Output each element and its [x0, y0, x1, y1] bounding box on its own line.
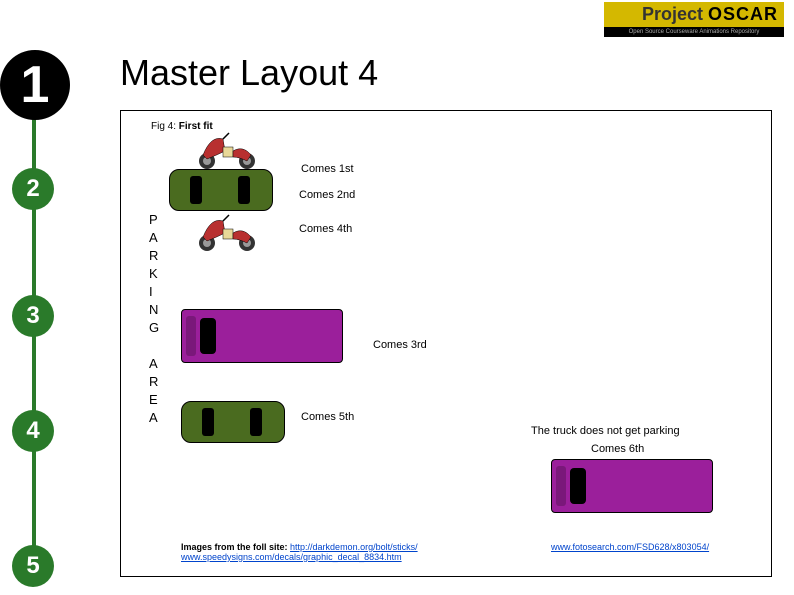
- truck-1: [181, 309, 343, 363]
- truck-note: The truck does not get parking: [531, 425, 680, 437]
- source-link-2[interactable]: www.speedysigns.com/decals/graphic_decal…: [181, 552, 402, 562]
- sources-prefix: Images from the foll site:: [181, 542, 290, 552]
- scooter-1: [193, 125, 263, 171]
- logo-top: Project OSCAR: [604, 2, 784, 27]
- logo-oscar-text: OSCAR: [708, 4, 778, 24]
- nav-label-4: 4: [26, 417, 39, 445]
- truck-2: [551, 459, 713, 513]
- parking-area-text: P A R K I N G A R E A: [149, 211, 159, 427]
- nav-label-3: 3: [26, 302, 39, 330]
- label-comes-2: Comes 2nd: [299, 189, 355, 201]
- scooter-2: [193, 207, 263, 253]
- nav-label-1: 1: [21, 55, 50, 115]
- source-link-1[interactable]: http://darkdemon.org/bolt/sticks/: [290, 542, 418, 552]
- label-comes-6: Comes 6th: [591, 443, 644, 455]
- figure-box: Fig 4: First fit P A R K I N G A R E A: [120, 110, 772, 577]
- logo-subtitle: Open Source Courseware Animations Reposi…: [604, 27, 784, 37]
- nav-item-2[interactable]: 2: [12, 168, 54, 210]
- nav-item-3[interactable]: 3: [12, 295, 54, 337]
- sources-block: Images from the foll site: http://darkde…: [181, 542, 741, 562]
- scooter-icon: [193, 125, 263, 171]
- car-1: [169, 169, 273, 211]
- nav-label-5: 5: [26, 552, 39, 580]
- fig-prefix: Fig 4:: [151, 121, 179, 132]
- nav-label-2: 2: [26, 175, 39, 203]
- source-link-3[interactable]: www.fotosearch.com/FSD628/x803054/: [551, 542, 709, 552]
- scooter-icon: [193, 207, 263, 253]
- nav-item-4[interactable]: 4: [12, 410, 54, 452]
- nav-item-5[interactable]: 5: [12, 545, 54, 587]
- nav-item-1[interactable]: 1: [0, 50, 70, 120]
- label-comes-1: Comes 1st: [301, 163, 354, 175]
- page-title: Master Layout 4: [120, 52, 378, 94]
- label-comes-3: Comes 3rd: [373, 339, 427, 351]
- car-2: [181, 401, 285, 443]
- label-comes-5: Comes 5th: [301, 411, 354, 423]
- logo: Project OSCAR Open Source Courseware Ani…: [604, 2, 784, 37]
- label-comes-4: Comes 4th: [299, 223, 352, 235]
- logo-project-text: Project: [642, 4, 703, 24]
